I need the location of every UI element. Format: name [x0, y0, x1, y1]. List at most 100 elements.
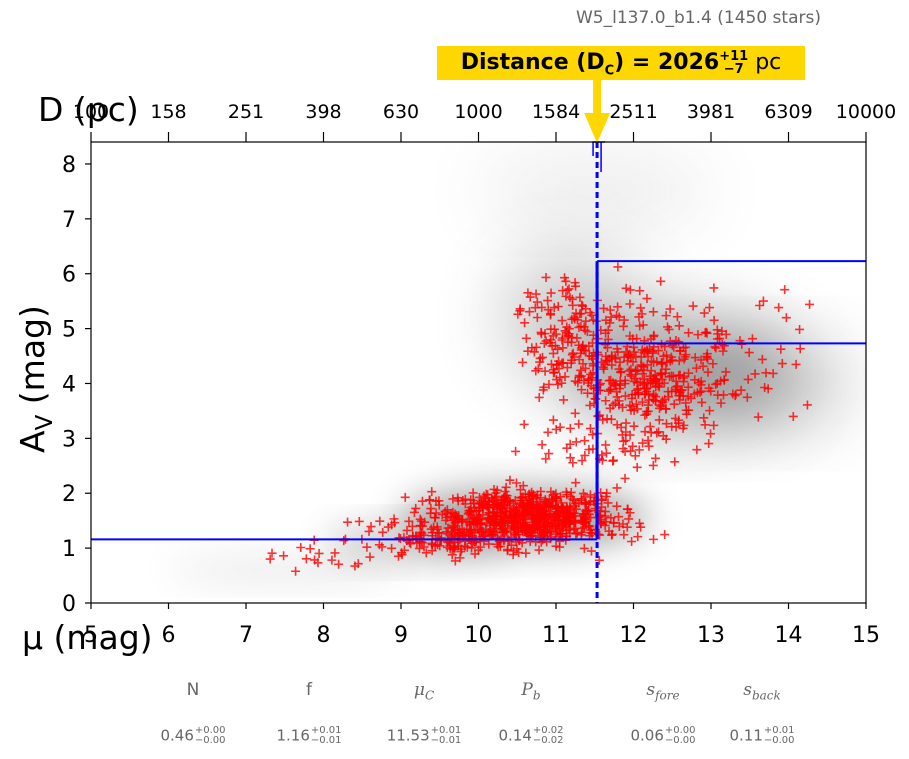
- star-point-765: [469, 513, 479, 523]
- x-tick-label-15: 15: [852, 623, 880, 648]
- star-point-1425: [617, 430, 627, 440]
- star-point-1320: [561, 276, 571, 286]
- star-point-1424: [565, 439, 575, 449]
- star-point-360: [586, 528, 596, 538]
- star-point-268: [555, 542, 565, 552]
- field-title: W5_l137.0_b1.4 (1450 stars): [576, 8, 821, 28]
- density-blob-6: [168, 556, 401, 584]
- star-point-1354: [747, 334, 757, 344]
- star-point-1312: [550, 341, 560, 351]
- star-point-816: [434, 528, 444, 538]
- star-point-558: [440, 507, 450, 517]
- star-point-1148: [612, 392, 622, 402]
- y-tick-label-3: 3: [62, 427, 76, 452]
- star-point-1147: [731, 389, 741, 399]
- star-point-640: [512, 512, 522, 522]
- star-point-1198: [558, 343, 568, 353]
- star-point-1229: [599, 364, 609, 374]
- star-point-1372: [791, 359, 801, 369]
- star-point-829: [492, 533, 502, 543]
- star-point-1377: [716, 376, 726, 386]
- star-point-1272: [530, 303, 540, 313]
- star-point-1318: [549, 303, 559, 313]
- star-point-1402: [565, 423, 575, 433]
- star-point-1080: [674, 337, 684, 347]
- star-point-1138: [606, 414, 616, 424]
- star-point-853: [620, 391, 630, 401]
- star-point-1351: [760, 382, 770, 392]
- star-point-1263: [606, 375, 616, 385]
- star-point-1333: [656, 276, 666, 286]
- star-point-254: [612, 483, 622, 493]
- star-point-865: [645, 422, 655, 432]
- star-point-1067: [669, 399, 679, 409]
- star-point-552: [494, 501, 504, 511]
- star-point-1125: [640, 389, 650, 399]
- star-point-676: [510, 496, 520, 506]
- star-point-603: [498, 516, 508, 526]
- star-point-832: [394, 533, 404, 543]
- star-point-817: [387, 520, 397, 530]
- star-point-588: [524, 509, 534, 519]
- star-point-408: [594, 555, 604, 565]
- star-point-601: [475, 542, 485, 552]
- top-tick-label-6309: 6309: [764, 101, 812, 123]
- star-point-60: [417, 496, 427, 506]
- star-point-1251: [562, 363, 572, 373]
- distance-value: ) = 2026: [614, 50, 720, 75]
- star-point-1296: [613, 262, 623, 272]
- star-point-276: [427, 487, 437, 497]
- star-point-1041: [684, 368, 694, 378]
- star-point-2: [606, 513, 616, 523]
- star-point-768: [498, 525, 508, 535]
- star-point-1321: [559, 395, 569, 405]
- star-point-936: [711, 343, 721, 353]
- star-point-534: [483, 490, 493, 500]
- star-point-1316: [553, 302, 563, 312]
- star-point-1297: [564, 331, 574, 341]
- star-point-1384: [802, 400, 812, 410]
- star-point-1352: [679, 354, 689, 364]
- star-point-1336: [709, 283, 719, 293]
- stat-value-5: 0.11 +0.01 −0.00: [729, 725, 795, 746]
- stat-value-0: 0.46 +0.00 −0.00: [160, 725, 226, 746]
- star-point-1098: [681, 350, 691, 360]
- star-point-1273: [581, 316, 591, 326]
- star-point-1160: [626, 405, 636, 415]
- y-axis-label: AV (mag): [13, 305, 58, 453]
- star-point-1075: [653, 381, 663, 391]
- star-point-916: [627, 371, 637, 381]
- star-point-1093: [626, 370, 636, 380]
- star-point-1398: [571, 437, 581, 447]
- star-point-543: [625, 508, 635, 518]
- star-point-292: [607, 530, 617, 540]
- star-point-1360: [805, 299, 815, 309]
- star-point-1331: [690, 353, 700, 363]
- star-point-1061: [601, 396, 611, 406]
- star-point-1338: [696, 376, 706, 386]
- star-point-1289: [548, 348, 558, 358]
- star-point-1169: [632, 378, 642, 388]
- star-point-963: [708, 359, 718, 369]
- star-point-1416: [632, 462, 642, 472]
- star-point-673: [466, 495, 476, 505]
- y-tick-label-5: 5: [62, 318, 76, 343]
- star-point-1039: [700, 420, 710, 430]
- star-point-560: [580, 499, 590, 509]
- star-point-1095: [666, 371, 676, 381]
- star-point-1117: [661, 419, 671, 429]
- star-point-1281: [535, 357, 545, 367]
- star-point-764: [354, 516, 364, 526]
- star-point-1293: [557, 316, 567, 326]
- star-point-1380: [715, 334, 725, 344]
- star-point-838: [389, 514, 399, 524]
- star-point-1083: [637, 369, 647, 379]
- star-point-1029: [634, 312, 644, 322]
- star-point-1102: [570, 408, 580, 418]
- star-point-1322: [585, 308, 595, 318]
- star-point-1326: [520, 318, 530, 328]
- star-point-599: [569, 496, 579, 506]
- y-tick-label-2: 2: [62, 482, 76, 507]
- star-point-908: [637, 397, 647, 407]
- star-point-1309: [574, 322, 584, 332]
